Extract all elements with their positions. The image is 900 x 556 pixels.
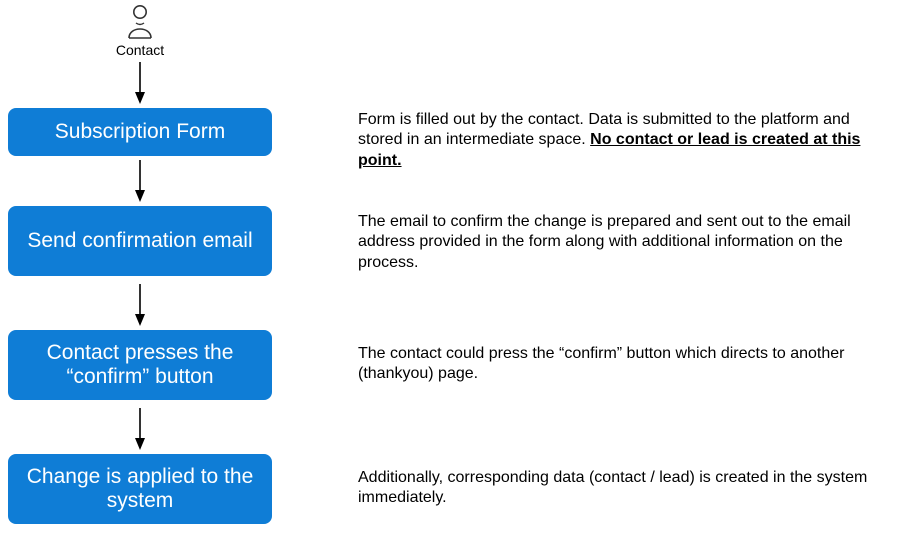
step-change-applied: Change is applied to the system	[8, 454, 272, 524]
step-label: Subscription Form	[55, 120, 225, 144]
desc-text: Additionally, corresponding data (contac…	[358, 469, 867, 506]
step-contact-presses-confirm: Contact presses the “confirm” button	[8, 330, 272, 400]
desc-send-confirmation-email: The email to confirm the change is prepa…	[358, 212, 868, 273]
desc-subscription-form: Form is filled out by the contact. Data …	[358, 110, 868, 171]
desc-change-applied: Additionally, corresponding data (contac…	[358, 468, 868, 509]
arrow-1	[139, 160, 141, 202]
desc-contact-presses-confirm: The contact could press the “confirm” bu…	[358, 344, 868, 385]
arrow-2	[139, 284, 141, 326]
desc-text: The email to confirm the change is prepa…	[358, 213, 851, 271]
step-subscription-form: Subscription Form	[8, 108, 272, 156]
contact-icon	[125, 4, 155, 40]
arrow-0	[139, 62, 141, 104]
desc-text: The contact could press the “confirm” bu…	[358, 345, 844, 382]
step-label: Send confirmation email	[27, 229, 252, 253]
step-label: Change is applied to the system	[24, 465, 256, 513]
step-label: Contact presses the “confirm” button	[24, 341, 256, 389]
step-send-confirmation-email: Send confirmation email	[8, 206, 272, 276]
contact-label: Contact	[90, 42, 190, 58]
arrow-3	[139, 408, 141, 450]
